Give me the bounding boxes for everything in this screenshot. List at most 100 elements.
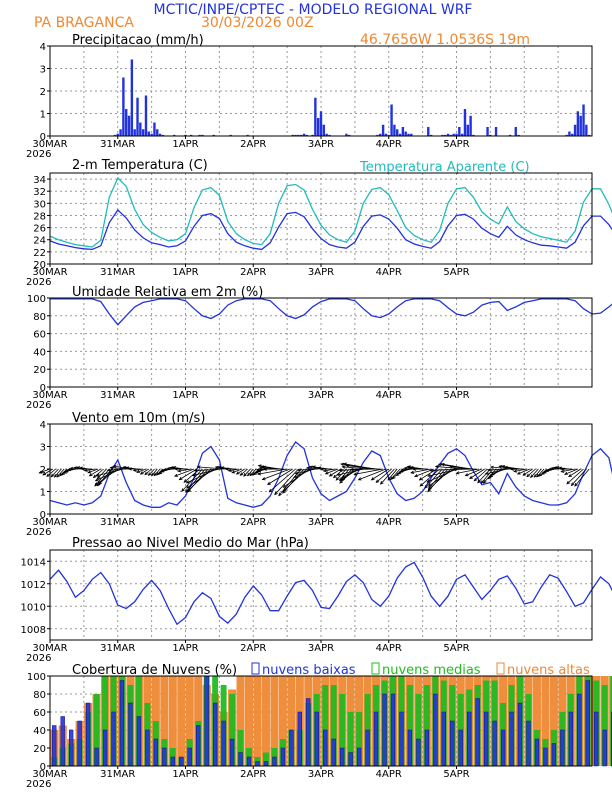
wind-arrow-head bbox=[191, 473, 196, 477]
wind-arrow-head bbox=[424, 485, 428, 489]
wind-arrow-head bbox=[278, 492, 282, 497]
wind-arrow-head bbox=[477, 479, 481, 484]
x-tick-label: 30MAR bbox=[32, 390, 67, 401]
wind-arrow bbox=[354, 468, 384, 475]
wind-arrow-head bbox=[139, 471, 144, 475]
wind-arrow bbox=[107, 468, 127, 471]
wind-arrow bbox=[566, 468, 584, 485]
wind-arrow bbox=[194, 468, 223, 472]
wind-arrow bbox=[174, 468, 195, 477]
wind-arrow-head bbox=[516, 471, 521, 475]
y-tick-label: 22 bbox=[33, 248, 46, 259]
wind-arrow bbox=[477, 468, 491, 484]
wind-arrow-head bbox=[96, 482, 101, 487]
wind-arrow-head bbox=[526, 473, 531, 478]
wind-arrow bbox=[297, 468, 319, 471]
wind-arrow-head bbox=[484, 471, 489, 475]
precip-bar bbox=[571, 133, 574, 136]
cloud-high-bar bbox=[160, 676, 169, 766]
wind-arrow bbox=[474, 468, 488, 482]
wind-arrow-head bbox=[73, 466, 78, 470]
precip-bar bbox=[387, 134, 390, 136]
cloud-low-bar bbox=[551, 743, 557, 767]
precip-bar bbox=[472, 134, 475, 136]
wind-arrow-head bbox=[177, 469, 182, 473]
wind-arrow bbox=[42, 468, 54, 476]
precip-bar bbox=[376, 134, 379, 136]
wind-arrow-head bbox=[530, 474, 534, 479]
y-tick-label: 32 bbox=[33, 187, 46, 198]
cloud-low-bar bbox=[500, 729, 506, 767]
precip-bar bbox=[311, 134, 314, 136]
x-tick-label: 1APR bbox=[172, 139, 198, 150]
series-line bbox=[50, 298, 612, 326]
precip-bar bbox=[302, 133, 306, 136]
wind-arrow-head bbox=[282, 484, 287, 488]
wind-arrow bbox=[140, 468, 150, 475]
series-line bbox=[49, 176, 612, 248]
precip-bar bbox=[212, 134, 215, 136]
wind-arrow-head bbox=[375, 479, 380, 484]
wind-arrow bbox=[568, 468, 581, 477]
chart-title: MCTIC/INPE/CPTEC - MODELO REGIONAL WRF bbox=[154, 2, 473, 18]
wind-arrow-head bbox=[249, 472, 254, 477]
precip-bar bbox=[319, 111, 323, 136]
cloud-low-bar bbox=[212, 702, 218, 767]
wind-arrow-head bbox=[260, 465, 265, 469]
wind-arrow-head bbox=[349, 467, 354, 472]
wind-arrow-head bbox=[545, 468, 549, 473]
cloud-mid-bar bbox=[322, 685, 329, 766]
precip-bar bbox=[348, 134, 351, 136]
x-tick-label: 1APR bbox=[172, 390, 198, 401]
wind-arrow bbox=[283, 468, 308, 492]
wind-arrow-head bbox=[256, 467, 260, 472]
y-tick-label: 100 bbox=[27, 672, 46, 683]
wind-arrow-head bbox=[92, 474, 97, 479]
precip-bar bbox=[460, 133, 464, 136]
precip-bar bbox=[427, 127, 430, 136]
precip-bar bbox=[328, 134, 331, 136]
cloud-low-bar bbox=[517, 702, 523, 767]
cloud-low-bar bbox=[306, 698, 311, 767]
wind-arrow bbox=[323, 468, 336, 472]
y-tick-label: 3 bbox=[40, 443, 46, 454]
cloud-low-bar bbox=[390, 693, 396, 767]
precip-bar bbox=[404, 131, 407, 136]
wind-arrow bbox=[342, 466, 370, 470]
wind-arrow-head bbox=[267, 481, 271, 485]
cloud-low-bar bbox=[382, 693, 387, 767]
wind-arrow-head bbox=[379, 481, 384, 485]
precip-bar bbox=[398, 133, 402, 136]
precip-bar bbox=[565, 134, 568, 136]
wind-arrow bbox=[401, 468, 415, 471]
panel-border bbox=[49, 172, 593, 265]
y-tick-label: 1014 bbox=[21, 557, 46, 568]
cloud-low-bar bbox=[145, 729, 150, 767]
precip-bar bbox=[576, 111, 580, 136]
cloud-low-bar bbox=[373, 711, 379, 767]
y-tick-label: 1 bbox=[40, 488, 46, 499]
wind-arrow bbox=[186, 468, 212, 493]
precip-bar bbox=[294, 134, 297, 136]
wind-arrow bbox=[236, 468, 245, 475]
wind-arrow-head bbox=[409, 466, 414, 470]
series-line bbox=[49, 441, 612, 508]
cloud-mid-bar bbox=[423, 685, 430, 766]
wind-arrow-head bbox=[239, 472, 244, 476]
wind-arrow-head bbox=[322, 468, 327, 473]
cloud-low-bar bbox=[416, 738, 421, 767]
wind-arrow-head bbox=[332, 474, 337, 479]
x-tick-label: 3APR bbox=[308, 517, 334, 528]
wind-arrow-head bbox=[397, 471, 402, 475]
wind-arrow-head bbox=[452, 467, 457, 472]
cloud-low-bar bbox=[458, 729, 463, 767]
cloud-low-bar bbox=[509, 711, 514, 767]
wind-arrow bbox=[151, 468, 158, 476]
legend-swatch bbox=[371, 662, 380, 675]
wind-arrow-head bbox=[391, 475, 396, 480]
wind-arrow-head bbox=[166, 466, 171, 471]
wind-arrow-head bbox=[560, 469, 565, 473]
wind-arrow-head bbox=[112, 464, 117, 469]
cloud-mid-bar bbox=[330, 685, 337, 766]
wind-arrow-head bbox=[61, 471, 65, 476]
